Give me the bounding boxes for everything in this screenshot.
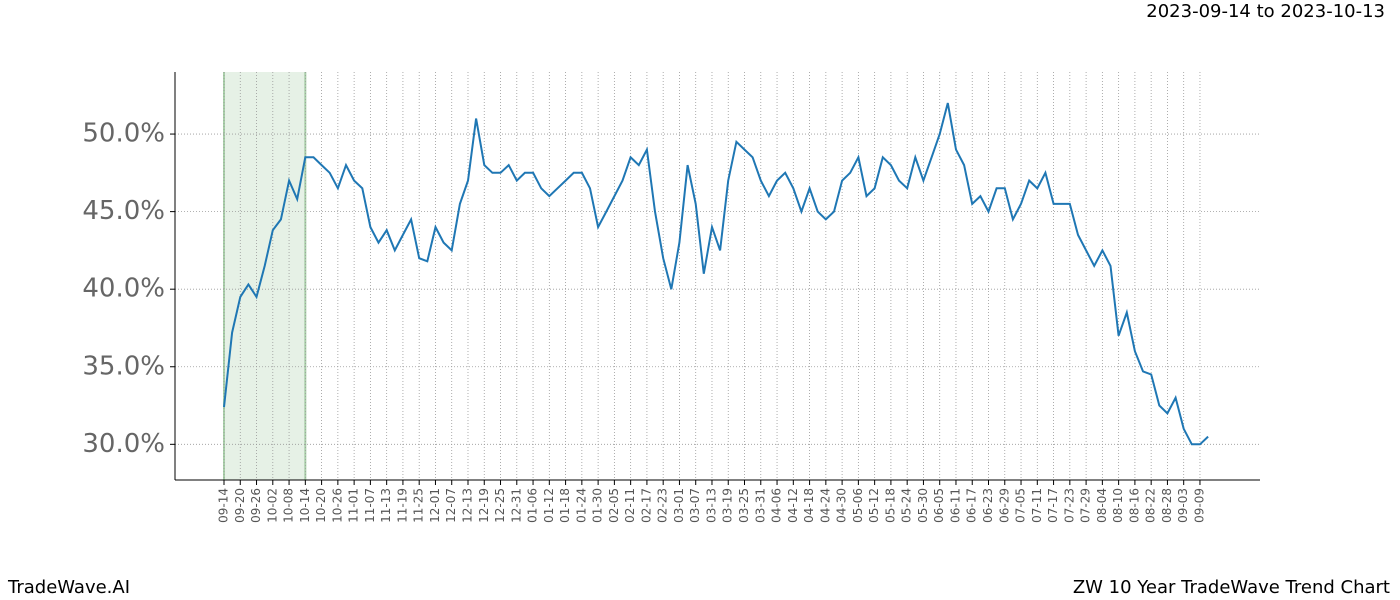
x-tick-label: 07-29	[1079, 488, 1093, 523]
x-tick-label: 08-16	[1127, 488, 1141, 523]
footer-right: ZW 10 Year TradeWave Trend Chart	[1073, 577, 1390, 598]
x-tick-label: 11-19	[395, 488, 409, 523]
x-tick-label: 05-06	[851, 488, 865, 523]
x-tick-label: 06-23	[981, 488, 995, 523]
x-tick-label: 09-14	[217, 488, 231, 523]
x-tick-label: 08-04	[1095, 488, 1109, 523]
x-tick-label: 09-09	[1192, 488, 1206, 523]
x-tick-label: 02-17	[639, 488, 653, 523]
y-tick-label: 35.0%	[82, 351, 165, 381]
x-tick-label: 12-25	[493, 488, 507, 523]
x-tick-label: 07-05	[1014, 488, 1028, 523]
x-tick-label: 01-12	[542, 488, 556, 523]
x-tick-label: 06-05	[932, 488, 946, 523]
x-tick-label: 01-30	[591, 488, 605, 523]
x-tick-label: 08-22	[1144, 488, 1158, 523]
x-tick-label: 04-12	[786, 488, 800, 523]
x-tick-label: 05-30	[916, 488, 930, 523]
x-tick-label: 10-08	[282, 488, 296, 523]
x-tick-label: 02-11	[623, 488, 637, 523]
y-tick-label: 50.0%	[82, 119, 165, 149]
x-tick-label: 03-01	[672, 488, 686, 523]
x-tick-label: 07-17	[1046, 488, 1060, 523]
x-tick-label: 03-25	[737, 488, 751, 523]
x-tick-label: 02-23	[656, 488, 670, 523]
x-tick-label: 12-31	[509, 488, 523, 523]
x-tick-label: 08-10	[1111, 488, 1125, 523]
x-tick-label: 01-24	[574, 488, 588, 523]
trend-line	[223, 102, 1209, 446]
x-tick-label: 04-18	[802, 488, 816, 523]
x-tick-label: 12-19	[477, 488, 491, 523]
x-tick-label: 02-05	[607, 488, 621, 523]
x-tick-label: 12-01	[428, 488, 442, 523]
x-tick-label: 11-07	[363, 488, 377, 523]
x-tick-label: 03-13	[704, 488, 718, 523]
x-tick-label: 04-06	[770, 488, 784, 523]
x-tick-label: 07-11	[1030, 488, 1044, 523]
x-tick-label: 04-24	[818, 488, 832, 523]
x-tick-label: 12-13	[460, 488, 474, 523]
x-tick-label: 09-26	[249, 488, 263, 523]
x-tick-label: 09-20	[233, 488, 247, 523]
x-tick-label: 06-17	[965, 488, 979, 523]
x-tick-label: 10-02	[265, 488, 279, 523]
x-tick-label: 10-14	[298, 488, 312, 523]
x-tick-label: 03-07	[688, 488, 702, 523]
x-tick-label: 10-26	[330, 488, 344, 523]
x-tick-label: 10-20	[314, 488, 328, 523]
chart-title: 2023-09-14 to 2023-10-13	[1146, 1, 1385, 22]
x-tick-label: 08-28	[1160, 488, 1174, 523]
x-tick-label: 11-01	[347, 488, 361, 523]
x-tick-label: 05-18	[883, 488, 897, 523]
x-tick-label: 04-30	[835, 488, 849, 523]
y-tick-label: 30.0%	[82, 429, 165, 459]
x-tick-label: 05-12	[867, 488, 881, 523]
x-tick-label: 11-25	[412, 488, 426, 523]
x-tick-label: 06-29	[997, 488, 1011, 523]
x-tick-label: 07-23	[1062, 488, 1076, 523]
highlight-band	[224, 72, 306, 480]
y-tick-label: 45.0%	[82, 196, 165, 226]
x-tick-label: 01-18	[558, 488, 572, 523]
x-tick-label: 09-03	[1176, 488, 1190, 523]
x-tick-label: 11-13	[379, 488, 393, 523]
x-tick-label: 03-19	[721, 488, 735, 523]
x-tick-label: 01-06	[526, 488, 540, 523]
x-tick-label: 06-11	[948, 488, 962, 523]
x-tick-label: 05-24	[900, 488, 914, 523]
footer-left: TradeWave.AI	[7, 577, 130, 598]
x-tick-label: 12-07	[444, 488, 458, 523]
y-tick-label: 40.0%	[82, 274, 165, 304]
x-tick-label: 03-31	[753, 488, 767, 523]
